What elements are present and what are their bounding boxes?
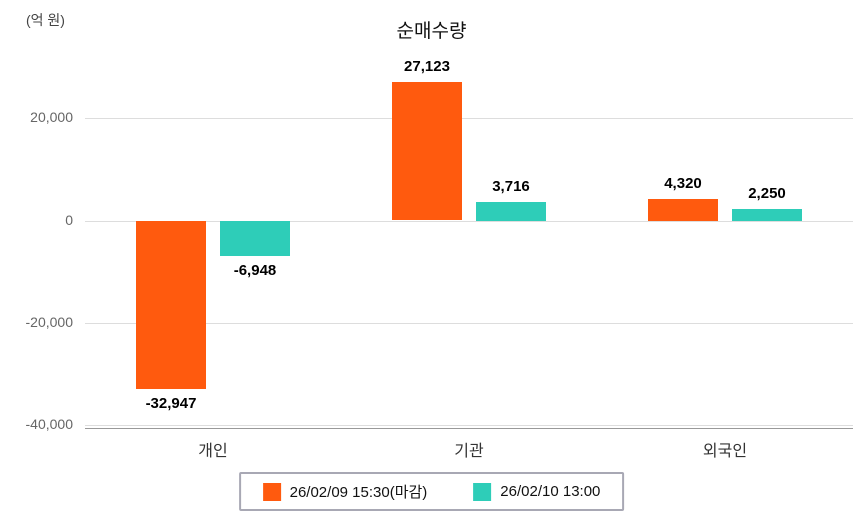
- y-tick-label: 20,000: [30, 109, 73, 126]
- bar-value-label-s2-c0: -6,948: [233, 262, 277, 280]
- bar-value-label-s1-c1: 27,123: [404, 57, 450, 75]
- y-axis-unit-label: (억 원): [26, 12, 65, 28]
- chart-title: 순매수량: [396, 21, 467, 42]
- x-category-label-1: 기관: [454, 443, 484, 460]
- x-axis-line: [85, 428, 853, 429]
- x-category-label-0: 개인: [198, 443, 228, 460]
- bar-s2-c1: [476, 201, 546, 221]
- legend: 26/02/09 15:30(마감) 26/02/10 13:00: [238, 472, 625, 511]
- bar-s2-c0: [220, 220, 290, 257]
- legend-swatch-series2: [473, 482, 492, 501]
- bar-s2-c2: [732, 209, 802, 221]
- gridline: [85, 118, 853, 120]
- y-tick-label: 0: [65, 211, 73, 228]
- gridline: [85, 322, 853, 324]
- legend-item-series1: 26/02/09 15:30(마감): [262, 481, 428, 502]
- bar-s1-c0: [136, 220, 206, 389]
- bar-value-label-s2-c2: 2,250: [748, 185, 786, 203]
- bar-s1-c1: [392, 81, 462, 221]
- bar-value-label-s1-c2: 4,320: [664, 174, 702, 192]
- legend-label-series1: 26/02/09 15:30(마감): [289, 484, 428, 501]
- gridline: [85, 220, 853, 222]
- y-tick-label: -40,000: [25, 416, 73, 432]
- x-category-label-2: 외국인: [702, 443, 748, 460]
- bar-value-label-s2-c1: 3,716: [492, 177, 530, 195]
- gridline: [85, 425, 853, 426]
- bar-s1-c2: [648, 198, 718, 221]
- legend-item-series2: 26/02/10 13:00: [473, 482, 601, 501]
- bar-value-label-s1-c0: -32,947: [145, 395, 197, 412]
- legend-swatch-series1: [262, 482, 281, 501]
- y-tick-label: -20,000: [25, 313, 73, 330]
- legend-label-series2: 26/02/10 13:00: [500, 483, 601, 500]
